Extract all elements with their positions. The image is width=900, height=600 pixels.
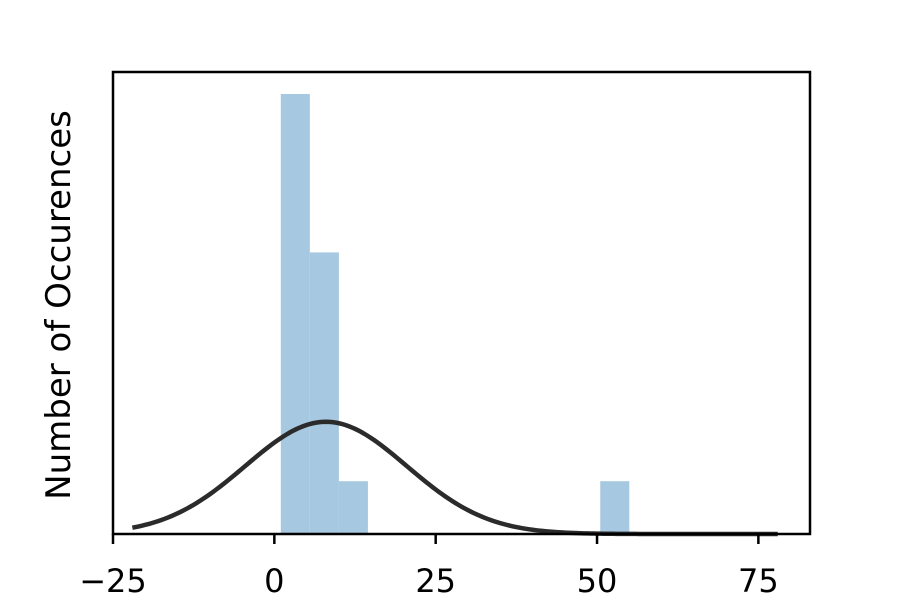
histogram-bar-2 xyxy=(309,252,339,534)
x-tick-label: 0 xyxy=(264,562,284,600)
x-tick-label: −25 xyxy=(79,562,147,600)
x-tick-label: 75 xyxy=(738,562,779,600)
histogram-bar-3 xyxy=(338,481,368,534)
x-tick-label: 25 xyxy=(415,562,456,600)
histogram-bar-1 xyxy=(280,94,310,534)
x-tick-label: 50 xyxy=(577,562,618,600)
y-axis-label: Number of Occurences xyxy=(39,110,79,500)
density-curve xyxy=(131,419,778,537)
histogram-bar-4 xyxy=(600,481,630,534)
plot-frame xyxy=(111,70,812,536)
density-curve-layer xyxy=(131,419,778,537)
histogram-bars xyxy=(280,94,630,534)
x-axis: −25 0 25 50 75 xyxy=(79,534,779,600)
